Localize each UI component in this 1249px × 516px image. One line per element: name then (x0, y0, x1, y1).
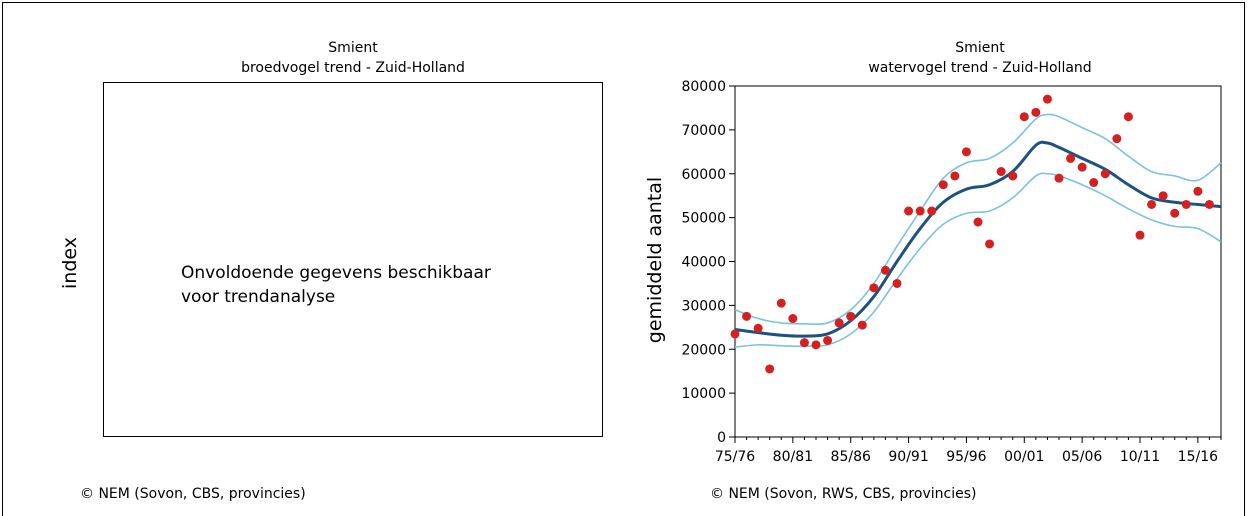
data-point (1181, 199, 1191, 209)
x-tick-label: 15/16 (1178, 449, 1218, 465)
data-point (1077, 162, 1087, 172)
data-point (927, 206, 937, 216)
data-point (811, 340, 821, 350)
right-credit: © NEM (Sovon, RWS, CBS, provincies) (710, 486, 977, 502)
y-tick-label: 60000 (681, 167, 726, 183)
data-point (950, 171, 960, 181)
left-subtitle: broedvogel trend - Zuid-Holland (241, 60, 465, 76)
x-tick-label: 80/81 (773, 449, 813, 465)
data-point (1204, 199, 1214, 209)
data-point (846, 311, 856, 321)
left-credit: © NEM (Sovon, CBS, provincies) (80, 486, 306, 502)
data-point (1008, 171, 1018, 181)
data-point (834, 318, 844, 328)
confidence-upper-line (734, 113, 1222, 326)
y-tick-label: 80000 (681, 79, 726, 95)
data-point (985, 239, 995, 249)
data-point (1170, 208, 1180, 218)
plot-frame (734, 85, 1222, 438)
data-point (730, 329, 740, 339)
x-tick-label: 85/86 (831, 449, 871, 465)
data-point (857, 320, 867, 330)
y-tick-label: 50000 (681, 211, 726, 227)
data-point (961, 147, 971, 157)
data-point (753, 323, 763, 333)
data-point (996, 167, 1006, 177)
no-data-message-line1: Onvoldoende gegevens beschikbaar (181, 263, 491, 283)
data-point (788, 314, 798, 324)
data-point (1158, 191, 1168, 201)
x-tick-label: 75/76 (715, 449, 755, 465)
trend-line (734, 140, 1222, 338)
data-point (892, 278, 902, 288)
data-point (1054, 173, 1064, 183)
data-point (1147, 199, 1157, 209)
data-point (1112, 134, 1122, 144)
y-tick-label: 10000 (681, 386, 726, 402)
data-point (1019, 112, 1029, 122)
y-tick-label: 20000 (681, 342, 726, 358)
data-point (1089, 178, 1099, 188)
x-tick-label: 90/91 (888, 449, 928, 465)
no-data-message-line2: voor trendanalyse (181, 287, 336, 307)
data-point (799, 338, 809, 348)
data-point (1042, 94, 1052, 104)
data-point (823, 335, 833, 345)
y-tick-label: 30000 (681, 298, 726, 314)
data-point (904, 206, 914, 216)
left-title: Smient (328, 40, 378, 56)
left-empty-plot (103, 82, 603, 437)
data-point (973, 217, 983, 227)
y-tick-label: 40000 (681, 255, 726, 271)
data-point (1031, 107, 1041, 117)
data-point (915, 206, 925, 216)
right-title: Smient (955, 40, 1005, 56)
data-point (1066, 153, 1076, 163)
right-subtitle: watervogel trend - Zuid-Holland (868, 60, 1092, 76)
data-point (1123, 112, 1133, 122)
data-point (880, 265, 890, 275)
data-point (1193, 186, 1203, 196)
x-tick-label: 00/01 (1004, 449, 1044, 465)
data-point (776, 298, 786, 308)
data-point (765, 364, 775, 374)
x-tick-label: 95/96 (946, 449, 986, 465)
y-tick-label: 70000 (681, 123, 726, 139)
data-point (938, 180, 948, 190)
data-point (1100, 169, 1110, 179)
data-point (869, 283, 879, 293)
data-point (742, 311, 752, 321)
x-tick-label: 05/06 (1062, 449, 1102, 465)
x-tick-label: 10/11 (1120, 449, 1160, 465)
y-tick-label: 0 (717, 430, 726, 446)
data-point (1135, 230, 1145, 240)
confidence-lower-line (734, 172, 1222, 348)
